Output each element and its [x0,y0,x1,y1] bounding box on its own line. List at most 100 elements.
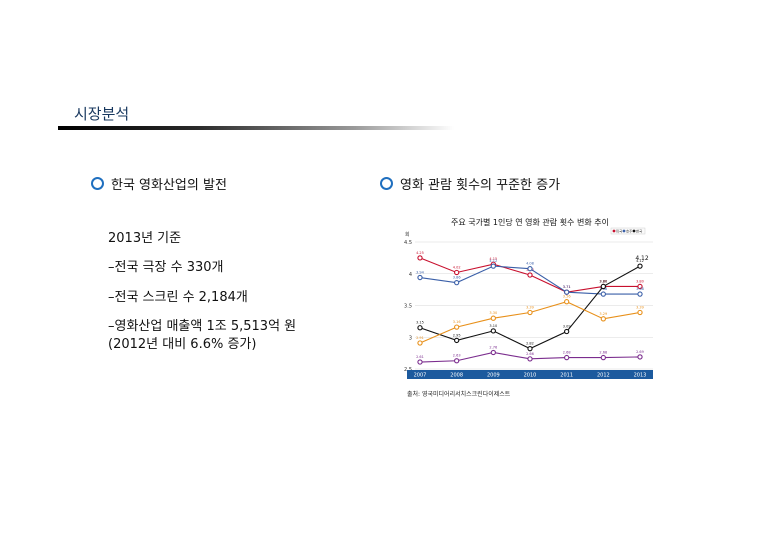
chart-data-label: 4.12 [489,259,497,263]
chart-data-label: 2.82 [526,342,534,346]
fact-base-year: 2013년 기준 [108,231,182,246]
chart-point [454,358,460,364]
chart-data-label: 2.76 [489,345,497,349]
chart-data-label: 4.15 [489,257,497,261]
chart-x-tick-label: 2007 [414,373,427,379]
chart-point [527,272,533,278]
chart-point [527,309,533,316]
fact-revenue: –영화산업 매출액 1조 5,513억 원 [108,319,297,334]
chart-data-label: 3.30 [489,311,497,315]
chart-data-label: 4.02 [453,265,461,269]
chart-data-label: 3.09 [563,325,571,329]
bullet-ring-icon [380,177,393,190]
chart-point [600,354,606,361]
chart-data-label: 3.71 [563,285,571,289]
chart-y-unit: 회 [405,231,410,238]
chart-x-tick-label: 2012 [597,373,610,379]
chart-y-tick-label: 4.5 [404,240,412,246]
chart-data-label: 3.71 [563,285,571,289]
chart-point [490,328,496,334]
chart-x-tick-label: 2009 [487,373,500,379]
chart-x-tick-label: 2010 [524,373,537,379]
chart-legend-label: 호주 [626,229,632,234]
chart-source: 출처: 영국미디어리서치스크린다이제스트 [407,390,511,398]
chart-point [564,354,570,361]
section-heading-attendance: 영화 관람 횟수의 꾸준한 증가 [380,174,560,193]
bullet-ring-icon [91,177,104,190]
chart-point [454,337,460,344]
chart-legend-box [610,227,646,235]
chart-point [637,309,643,316]
chart-point [637,291,643,297]
chart-point [564,289,570,295]
chart-legend-label: 미국 [616,229,622,234]
chart-point [417,255,423,261]
chart-point [417,340,423,346]
chart-data-label: 3.80 [599,279,607,283]
chart-data-label: 2.61 [416,355,424,359]
chart-point [454,269,460,276]
chart-data-label: 3.29 [599,312,607,316]
chart-legend-label: 한국 [636,229,642,234]
fact-screen-count: –전국 스크린 수 2,184개 [108,290,248,305]
chart-point [564,328,570,335]
chart-data-label: 4.25 [416,251,424,255]
section-heading-label: 영화 관람 횟수의 꾸준한 증가 [400,178,561,193]
chart-x-tick-label: 2011 [560,373,573,379]
chart-data-label: 2.91 [416,336,424,340]
chart-data-label: 2.69 [636,350,644,354]
chart-data-label: 3.80 [636,279,644,283]
chart-point [600,283,606,290]
chart-data-label: 3.39 [526,305,534,309]
chart-point [490,263,496,269]
chart-legend-marker [632,229,636,233]
attendance-chart: 주요 국가별 1인당 연 영화 관람 횟수 변화 추이 회 4.5 4 3.5 3 2.… [395,212,665,402]
chart-point [417,325,423,331]
chart-legend-marker [622,229,626,233]
chart-legend-marker [612,229,616,233]
chart-x-tick-label: 2013 [634,373,647,379]
fact-revenue-growth: (2012년 대비 6.6% 증가) [108,337,257,352]
chart-point [490,315,496,321]
title-divider [58,126,454,130]
chart-data-label: 2.63 [453,354,461,358]
attendance-line-chart: 주요 국가별 1인당 연 영화 관람 횟수 변화 추이 회 4.5 4 3.5 3 2.… [395,212,665,402]
chart-y-tick-label: 3 [409,335,412,341]
chart-point [564,299,570,305]
chart-point [600,316,606,322]
section-heading-industry: 한국 영화산업의 발전 [91,174,227,193]
chart-point [637,263,643,269]
chart-data-label: 3.16 [453,320,461,324]
chart-point [637,283,643,290]
chart-data-label: 3.15 [416,321,424,325]
chart-data-label: 3.68 [636,287,644,291]
chart-point [417,274,423,281]
chart-data-label: 2.95 [453,333,461,337]
chart-data-label: 2.66 [526,352,534,356]
chart-data-label: 3.56 [563,295,571,299]
chart-point [454,279,460,286]
chart-data-label: 3.86 [453,276,461,280]
chart-y-tick-label: 4 [409,272,412,278]
chart-point [417,359,423,365]
chart-data-label: 4.08 [526,262,534,266]
chart-y-tick-label: 3.5 [404,304,412,310]
chart-point [527,346,533,352]
chart-x-tick-label: 2008 [450,373,463,379]
chart-data-label: 3.80 [599,279,607,283]
chart-title: 주요 국가별 1인당 연 영화 관람 횟수 변화 추이 [451,217,609,227]
chart-x-axis-band [407,370,653,379]
chart-point [527,356,533,362]
chart-point [454,324,460,330]
slide-title: 시장분석 [74,105,130,123]
section-heading-label: 한국 영화산업의 발전 [111,178,227,193]
chart-data-label: 2.68 [563,351,571,355]
chart-point [490,349,496,356]
chart-data-label: 3.94 [416,271,425,275]
chart-data-label: 4.12 [636,259,644,263]
chart-data-label: 3.10 [489,324,497,328]
chart-point [527,266,533,272]
chart-data-label: 2.68 [599,351,607,355]
chart-highlight-label: 4.12 [635,255,649,262]
chart-point [600,291,606,297]
